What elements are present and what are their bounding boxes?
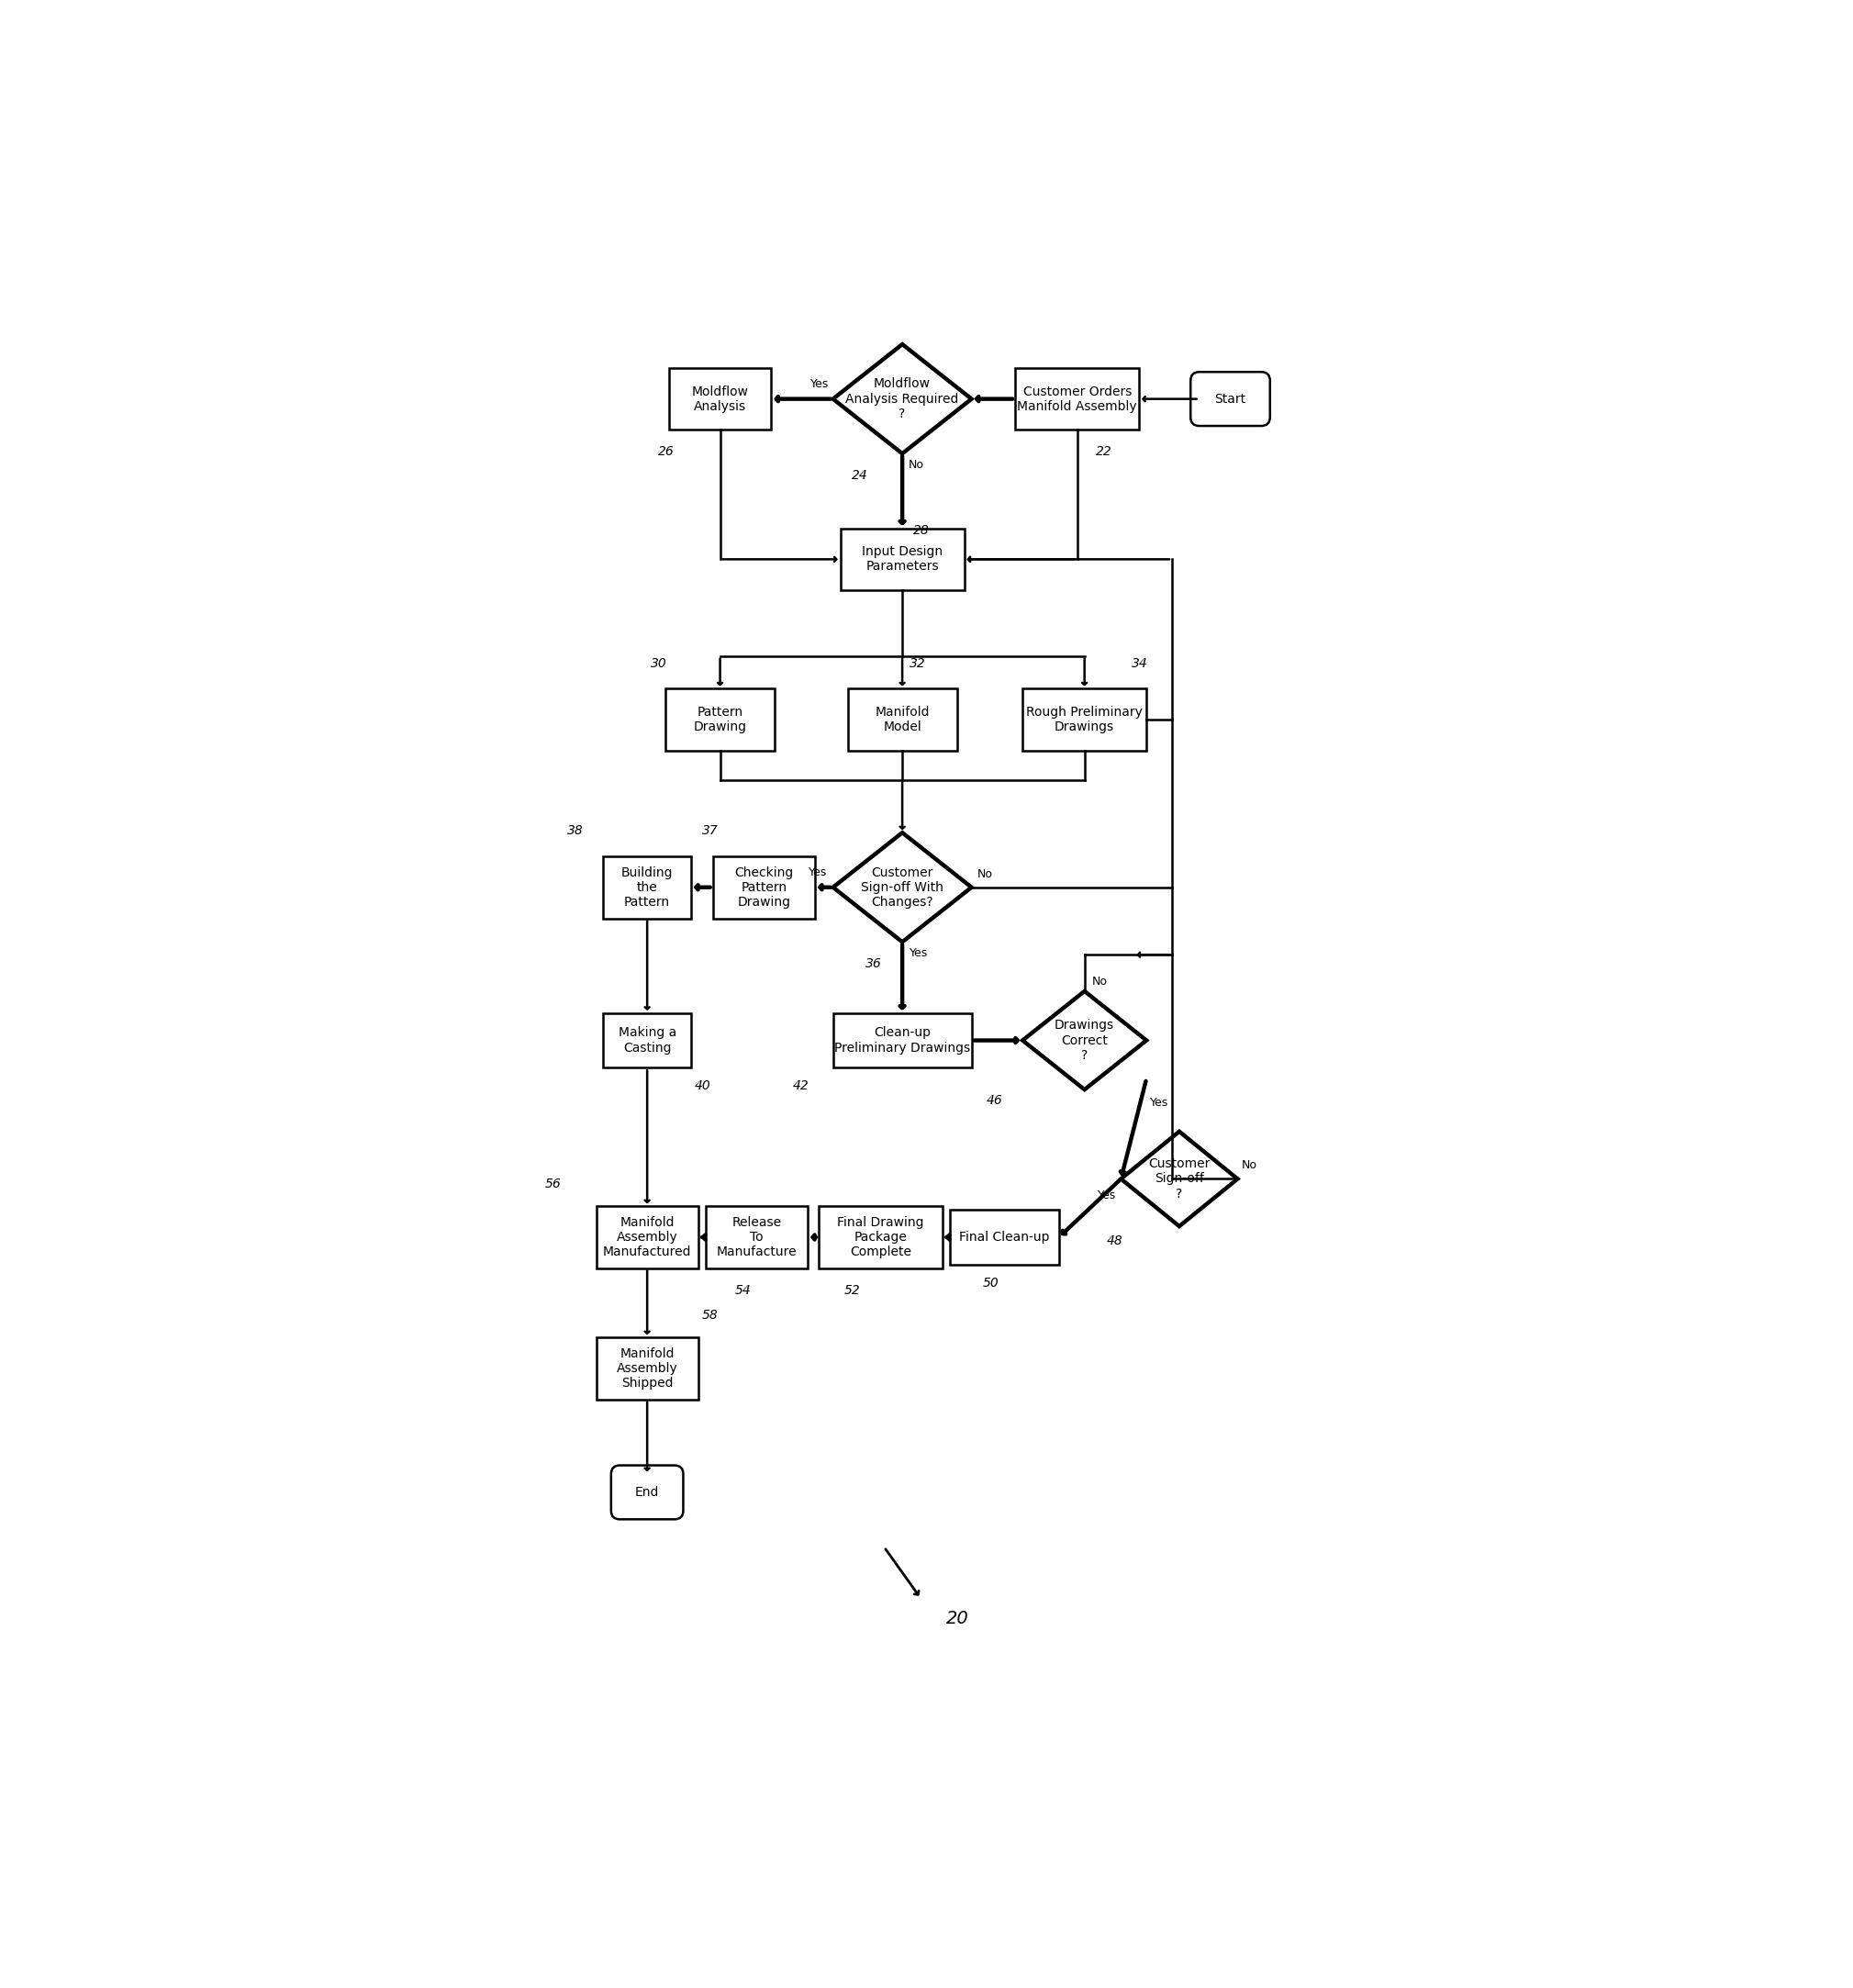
Text: 38: 38 xyxy=(567,825,584,837)
FancyBboxPatch shape xyxy=(604,1014,691,1068)
Text: Manifold
Assembly
Shipped: Manifold Assembly Shipped xyxy=(617,1348,678,1390)
Polygon shape xyxy=(834,833,971,942)
Text: Yes: Yes xyxy=(808,867,826,879)
Text: Checking
Pattern
Drawing: Checking Pattern Drawing xyxy=(734,867,793,909)
Text: No: No xyxy=(1242,1159,1258,1171)
Text: Customer
Sign-off With
Changes?: Customer Sign-off With Changes? xyxy=(862,867,943,909)
Text: 54: 54 xyxy=(734,1284,750,1296)
Text: Drawings
Correct
?: Drawings Correct ? xyxy=(1054,1020,1114,1062)
FancyBboxPatch shape xyxy=(839,529,964,590)
FancyBboxPatch shape xyxy=(847,688,956,751)
FancyBboxPatch shape xyxy=(1023,688,1147,751)
FancyBboxPatch shape xyxy=(1191,372,1269,425)
Text: 37: 37 xyxy=(702,825,719,837)
FancyBboxPatch shape xyxy=(669,368,771,429)
Text: Customer Orders
Manifold Assembly: Customer Orders Manifold Assembly xyxy=(1017,386,1138,414)
Text: Start: Start xyxy=(1214,392,1245,406)
Text: No: No xyxy=(1091,976,1108,988)
Text: Moldflow
Analysis Required
?: Moldflow Analysis Required ? xyxy=(845,378,958,419)
Text: Input Design
Parameters: Input Design Parameters xyxy=(862,545,943,573)
FancyBboxPatch shape xyxy=(665,688,775,751)
Text: Yes: Yes xyxy=(1099,1189,1117,1203)
Text: 50: 50 xyxy=(982,1276,999,1288)
Text: Final Drawing
Package
Complete: Final Drawing Package Complete xyxy=(838,1217,925,1258)
Text: 32: 32 xyxy=(910,656,926,670)
Text: No: No xyxy=(977,869,993,881)
Text: Manifold
Assembly
Manufactured: Manifold Assembly Manufactured xyxy=(602,1217,691,1258)
Text: 22: 22 xyxy=(1095,445,1112,457)
FancyBboxPatch shape xyxy=(611,1465,684,1519)
Text: 28: 28 xyxy=(914,523,930,537)
Text: 58: 58 xyxy=(702,1310,719,1322)
Text: Yes: Yes xyxy=(1151,1097,1169,1109)
Text: 34: 34 xyxy=(1132,656,1149,670)
Polygon shape xyxy=(1023,992,1147,1089)
Text: Final Clean-up: Final Clean-up xyxy=(960,1231,1049,1244)
Text: End: End xyxy=(636,1485,660,1499)
Text: Manifold
Model: Manifold Model xyxy=(875,706,930,734)
Text: Clean-up
Preliminary Drawings: Clean-up Preliminary Drawings xyxy=(834,1026,971,1054)
FancyBboxPatch shape xyxy=(834,1014,971,1068)
Text: 40: 40 xyxy=(695,1079,712,1091)
Polygon shape xyxy=(1121,1131,1238,1227)
Text: Yes: Yes xyxy=(910,946,928,958)
Text: 36: 36 xyxy=(865,958,882,970)
Text: 56: 56 xyxy=(545,1179,561,1191)
Polygon shape xyxy=(834,344,971,453)
Text: Rough Preliminary
Drawings: Rough Preliminary Drawings xyxy=(1027,706,1143,734)
Text: 30: 30 xyxy=(650,656,667,670)
FancyBboxPatch shape xyxy=(713,857,815,918)
Text: Building
the
Pattern: Building the Pattern xyxy=(621,867,673,909)
FancyBboxPatch shape xyxy=(1015,368,1140,429)
FancyBboxPatch shape xyxy=(949,1211,1060,1264)
Text: 42: 42 xyxy=(793,1079,810,1091)
Text: 20: 20 xyxy=(947,1610,969,1628)
Text: Making a
Casting: Making a Casting xyxy=(619,1026,676,1054)
FancyBboxPatch shape xyxy=(706,1207,808,1268)
Text: Yes: Yes xyxy=(812,378,830,390)
Text: Customer
Sign-off
?: Customer Sign-off ? xyxy=(1149,1157,1210,1201)
Text: Moldflow
Analysis: Moldflow Analysis xyxy=(691,386,749,414)
FancyBboxPatch shape xyxy=(604,857,691,918)
FancyBboxPatch shape xyxy=(597,1207,699,1268)
Text: 46: 46 xyxy=(986,1093,1002,1107)
FancyBboxPatch shape xyxy=(819,1207,943,1268)
Text: Release
To
Manufacture: Release To Manufacture xyxy=(717,1217,797,1258)
Text: Pattern
Drawing: Pattern Drawing xyxy=(693,706,747,734)
Text: 24: 24 xyxy=(851,469,867,481)
FancyBboxPatch shape xyxy=(597,1338,699,1400)
Text: 52: 52 xyxy=(843,1284,860,1296)
Text: 48: 48 xyxy=(1106,1235,1123,1246)
Text: 26: 26 xyxy=(658,445,674,457)
Text: No: No xyxy=(908,459,923,471)
